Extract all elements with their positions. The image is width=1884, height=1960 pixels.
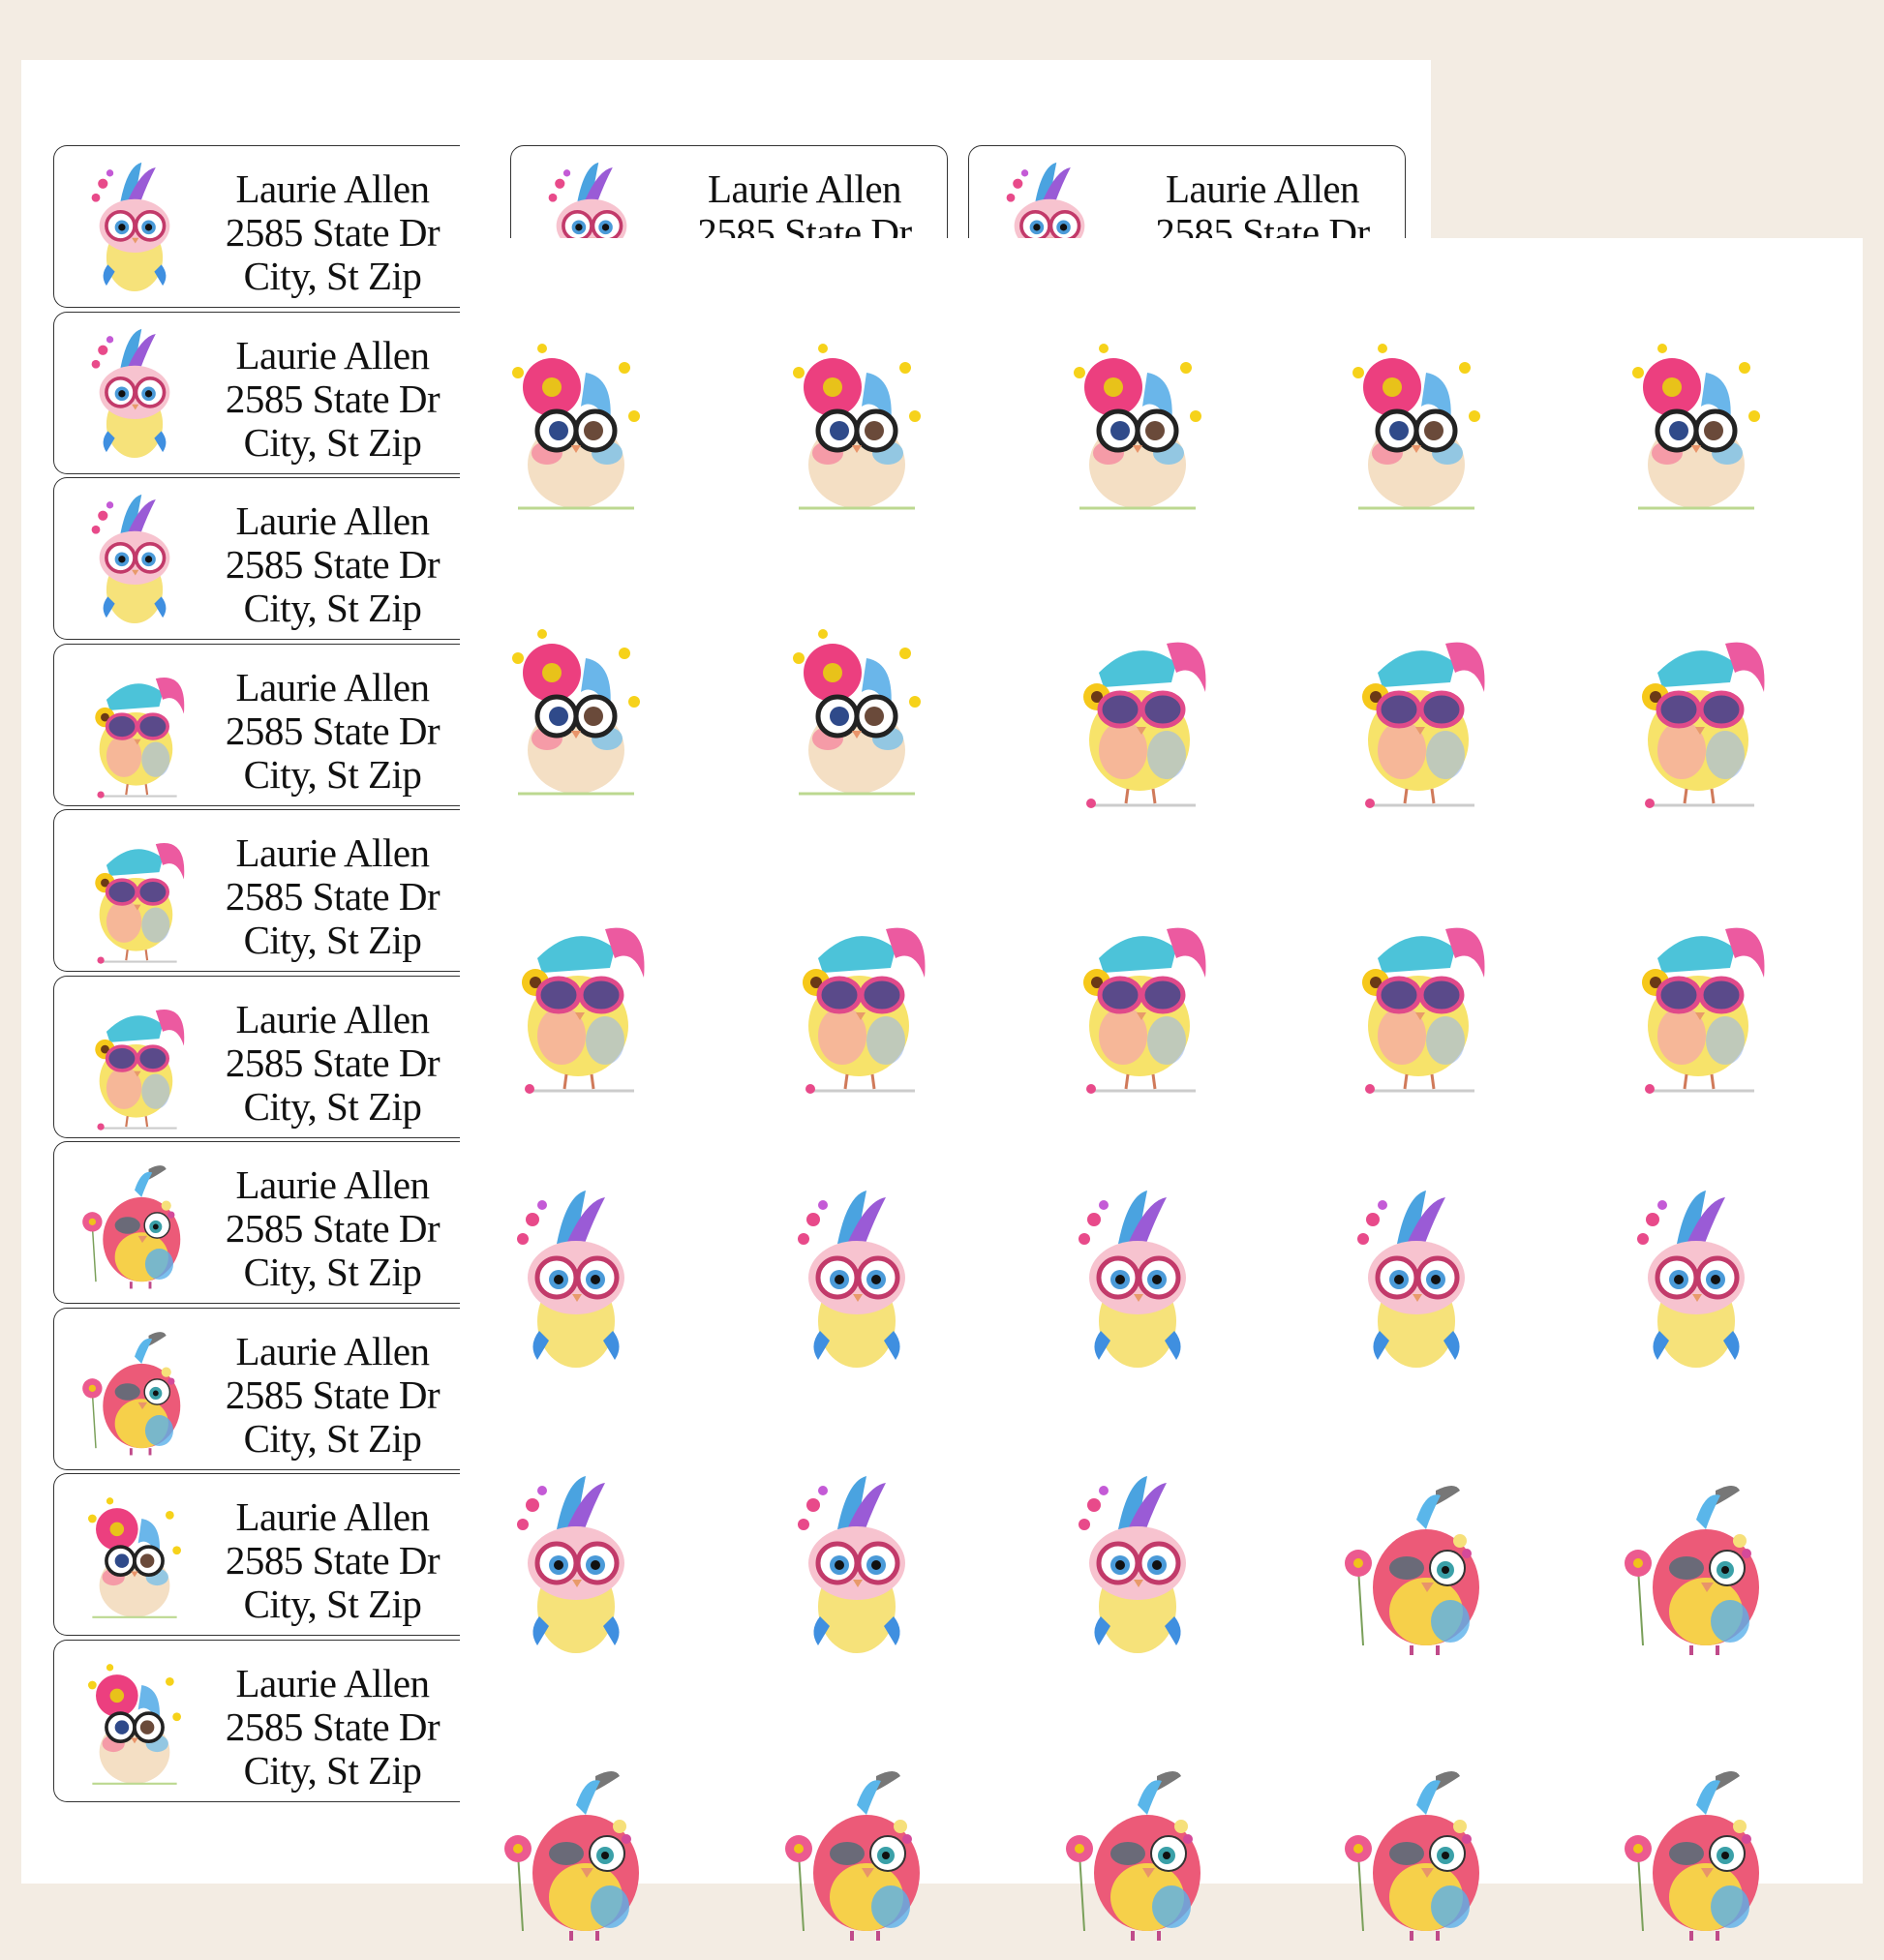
address-label: Laurie Allen 2585 State Dr City, St Zip <box>53 1307 460 1470</box>
address-label: Laurie Allen 2585 State Dr City, St Zip <box>53 1473 460 1636</box>
pink-daisy-black-glasses-bird-icon <box>86 1495 183 1619</box>
address-text: Laurie Allen 2585 State Dr City, St Zip <box>209 1660 456 1793</box>
blue-crest-pink-glasses-bird-sticker <box>1329 1176 1504 1389</box>
address-label: Laurie Allen 2585 State Dr City, St Zip <box>53 1141 460 1304</box>
blue-crest-pink-glasses-bird-sticker <box>770 1176 944 1389</box>
address-text: Laurie Allen 2585 State Dr City, St Zip <box>209 1495 456 1626</box>
cap-sunglasses-sunflower-bird-sticker <box>770 890 944 1103</box>
street-address: 2585 State Dr <box>225 708 441 753</box>
street-address: 2585 State Dr <box>225 1372 441 1417</box>
address-text: Laurie Allen 2585 State Dr City, St Zip <box>209 167 456 298</box>
winking-rainbow-bird-with-flower-icon <box>80 1163 182 1290</box>
street-address: 2585 State Dr <box>225 542 441 587</box>
city-state-zip: City, St Zip <box>243 1083 422 1129</box>
cap-sunglasses-sunflower-bird-sticker <box>489 890 663 1103</box>
address-text: Laurie Allen 2585 State Dr City, St Zip <box>209 996 456 1129</box>
address-label: Laurie Allen 2585 State Dr City, St Zip <box>53 145 460 308</box>
blue-crest-pink-glasses-bird-sticker <box>489 1176 663 1389</box>
winking-rainbow-bird-with-flower-sticker <box>502 1769 641 1943</box>
pink-daisy-black-glasses-bird-sticker <box>1609 319 1783 532</box>
cap-sunglasses-sunflower-bird-sticker <box>1329 890 1504 1103</box>
winking-rainbow-bird-with-flower-sticker <box>783 1769 922 1943</box>
cap-sunglasses-sunflower-bird-sticker <box>1050 605 1225 818</box>
address-text: Laurie Allen 2585 State Dr City, St Zip <box>209 1328 456 1461</box>
address-text: Laurie Allen 2585 State Dr City, St Zip <box>209 1163 456 1294</box>
city-state-zip: City, St Zip <box>243 918 422 962</box>
city-state-zip: City, St Zip <box>243 586 422 630</box>
city-state-zip: City, St Zip <box>243 1250 422 1294</box>
winking-rainbow-bird-with-flower-sticker <box>1343 1484 1481 1657</box>
recipient-name: Laurie Allen <box>235 1494 430 1539</box>
cap-sunglasses-sunflower-bird-icon <box>93 1007 187 1132</box>
city-state-zip: City, St Zip <box>243 1415 422 1461</box>
street-address: 2585 State Dr <box>225 1206 441 1251</box>
recipient-name: Laurie Allen <box>235 1660 430 1705</box>
cap-sunglasses-sunflower-bird-icon <box>93 841 187 966</box>
winking-rainbow-bird-with-flower-sticker <box>1623 1484 1761 1657</box>
pink-daisy-black-glasses-bird-sticker <box>489 319 663 532</box>
pink-daisy-black-glasses-bird-sticker <box>489 605 663 818</box>
blue-crest-pink-glasses-bird-sticker <box>1609 1176 1783 1389</box>
blue-crest-pink-glasses-bird-icon <box>89 493 172 625</box>
recipient-name: Laurie Allen <box>235 1328 430 1373</box>
address-label: Laurie Allen 2585 State Dr City, St Zip <box>53 809 460 972</box>
city-state-zip: City, St Zip <box>243 419 422 465</box>
street-address: 2585 State Dr <box>225 1040 441 1085</box>
address-label: Laurie Allen 2585 State Dr City, St Zip <box>53 311 460 474</box>
recipient-name: Laurie Allen <box>235 1162 430 1207</box>
recipient-name: Laurie Allen <box>235 166 430 211</box>
pink-daisy-black-glasses-bird-sticker <box>1050 319 1225 532</box>
recipient-name: Laurie Allen <box>707 166 902 211</box>
recipient-name: Laurie Allen <box>235 498 430 543</box>
street-address: 2585 State Dr <box>225 1538 441 1583</box>
street-address: 2585 State Dr <box>225 1704 441 1749</box>
winking-rainbow-bird-with-flower-sticker <box>1623 1769 1761 1943</box>
pink-daisy-black-glasses-bird-sticker <box>770 605 944 818</box>
recipient-name: Laurie Allen <box>1165 166 1360 211</box>
blue-crest-pink-glasses-bird-sticker <box>489 1462 663 1674</box>
address-text: Laurie Allen 2585 State Dr City, St Zip <box>209 664 456 797</box>
city-state-zip: City, St Zip <box>243 751 422 797</box>
city-state-zip: City, St Zip <box>243 254 422 298</box>
cap-sunglasses-sunflower-bird-sticker <box>1609 890 1783 1103</box>
winking-rainbow-bird-with-flower-sticker <box>1064 1769 1202 1943</box>
winking-rainbow-bird-with-flower-sticker <box>1343 1769 1481 1943</box>
blue-crest-pink-glasses-bird-sticker <box>1050 1462 1225 1674</box>
recipient-name: Laurie Allen <box>235 664 430 709</box>
pink-daisy-black-glasses-bird-sticker <box>770 319 944 532</box>
recipient-name: Laurie Allen <box>235 332 430 377</box>
address-label: Laurie Allen 2585 State Dr City, St Zip <box>53 643 460 806</box>
recipient-name: Laurie Allen <box>235 830 430 875</box>
cap-sunglasses-sunflower-bird-sticker <box>1609 605 1783 818</box>
recipient-name: Laurie Allen <box>235 996 430 1041</box>
blue-crest-pink-glasses-bird-icon <box>89 326 172 460</box>
city-state-zip: City, St Zip <box>243 1582 422 1626</box>
cap-sunglasses-sunflower-bird-sticker <box>1050 890 1225 1103</box>
city-state-zip: City, St Zip <box>243 1747 422 1793</box>
address-text: Laurie Allen 2585 State Dr City, St Zip <box>209 831 456 962</box>
address-label: Laurie Allen 2585 State Dr City, St Zip <box>53 1639 460 1802</box>
pink-daisy-black-glasses-bird-sticker <box>1329 319 1504 532</box>
blue-crest-pink-glasses-bird-icon <box>89 161 172 293</box>
winking-rainbow-bird-with-flower-icon <box>80 1330 182 1457</box>
street-address: 2585 State Dr <box>225 874 441 919</box>
address-text: Laurie Allen 2585 State Dr City, St Zip <box>209 499 456 630</box>
cap-sunglasses-sunflower-bird-sticker <box>1329 605 1504 818</box>
address-label: Laurie Allen 2585 State Dr City, St Zip <box>53 477 460 640</box>
blue-crest-pink-glasses-bird-sticker <box>1050 1176 1225 1389</box>
pink-daisy-black-glasses-bird-icon <box>86 1661 183 1786</box>
address-label: Laurie Allen 2585 State Dr City, St Zip <box>53 975 460 1138</box>
blue-crest-pink-glasses-bird-sticker <box>770 1462 944 1674</box>
street-address: 2585 State Dr <box>225 376 441 421</box>
cap-sunglasses-sunflower-bird-icon <box>93 675 187 800</box>
address-text: Laurie Allen 2585 State Dr City, St Zip <box>209 332 456 465</box>
street-address: 2585 State Dr <box>225 210 441 255</box>
